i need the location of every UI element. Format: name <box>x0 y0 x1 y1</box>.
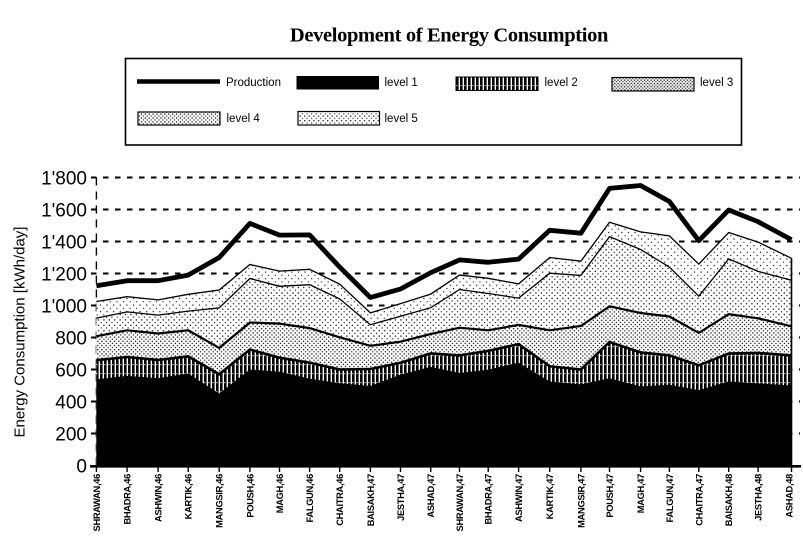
svg-text:KARTIK,46: KARTIK,46 <box>184 474 194 519</box>
svg-text:FALGUN,46: FALGUN,46 <box>305 474 315 523</box>
svg-text:POUSH,46: POUSH,46 <box>245 474 255 518</box>
svg-text:ASHWIN,46: ASHWIN,46 <box>154 474 164 522</box>
svg-text:BHADRA,46: BHADRA,46 <box>123 474 133 525</box>
svg-text:MANGSIR,47: MANGSIR,47 <box>576 474 586 528</box>
svg-text:level 5: level 5 <box>385 113 418 125</box>
svg-text:FALGUN,47: FALGUN,47 <box>665 474 675 523</box>
svg-text:1'800: 1'800 <box>41 169 87 190</box>
svg-text:200: 200 <box>55 425 87 446</box>
svg-text:level 4: level 4 <box>227 113 261 125</box>
svg-text:KARTIK,47: KARTIK,47 <box>545 474 555 519</box>
svg-text:1'000: 1'000 <box>41 297 87 318</box>
svg-text:level 3: level 3 <box>700 77 733 89</box>
svg-text:BAISAKH,47: BAISAKH,47 <box>366 474 376 526</box>
svg-text:400: 400 <box>55 393 87 414</box>
svg-text:0: 0 <box>76 457 87 478</box>
svg-text:Development of Energy Consumpt: Development of Energy Consumption <box>290 25 609 47</box>
svg-text:CHAITRA,47: CHAITRA,47 <box>694 474 704 526</box>
svg-text:POUSH,47: POUSH,47 <box>605 474 615 518</box>
svg-text:BHADRA,47: BHADRA,47 <box>484 474 494 525</box>
svg-text:BAISAKH,48: BAISAKH,48 <box>724 474 734 526</box>
svg-text:1'400: 1'400 <box>41 233 87 254</box>
svg-text:MAGH,47: MAGH,47 <box>636 474 646 513</box>
svg-text:level 2: level 2 <box>545 77 578 89</box>
svg-text:ASHAD,47: ASHAD,47 <box>426 474 436 518</box>
svg-text:ASHAD,48: ASHAD,48 <box>785 474 795 518</box>
svg-text:CHAITRA,46: CHAITRA,46 <box>335 474 345 526</box>
svg-text:level 1: level 1 <box>385 77 418 89</box>
svg-text:SHRAWAN,47: SHRAWAN,47 <box>455 474 465 532</box>
svg-text:MAGH,46: MAGH,46 <box>275 474 285 513</box>
svg-text:600: 600 <box>55 361 87 382</box>
svg-text:1'600: 1'600 <box>41 201 87 222</box>
svg-text:SHRAWAN,46: SHRAWAN,46 <box>92 474 102 532</box>
svg-text:1'200: 1'200 <box>41 265 87 286</box>
svg-text:MANGSIR,46: MANGSIR,46 <box>215 474 225 528</box>
svg-text:JESTHA,48: JESTHA,48 <box>754 474 764 521</box>
svg-text:JESTHA,47: JESTHA,47 <box>396 474 406 521</box>
svg-text:ASHWIN,47: ASHWIN,47 <box>514 474 524 522</box>
svg-text:Energy Consumption [kWh/day]: Energy Consumption [kWh/day] <box>12 227 29 438</box>
svg-text:Production: Production <box>226 77 281 89</box>
svg-text:800: 800 <box>55 329 87 350</box>
